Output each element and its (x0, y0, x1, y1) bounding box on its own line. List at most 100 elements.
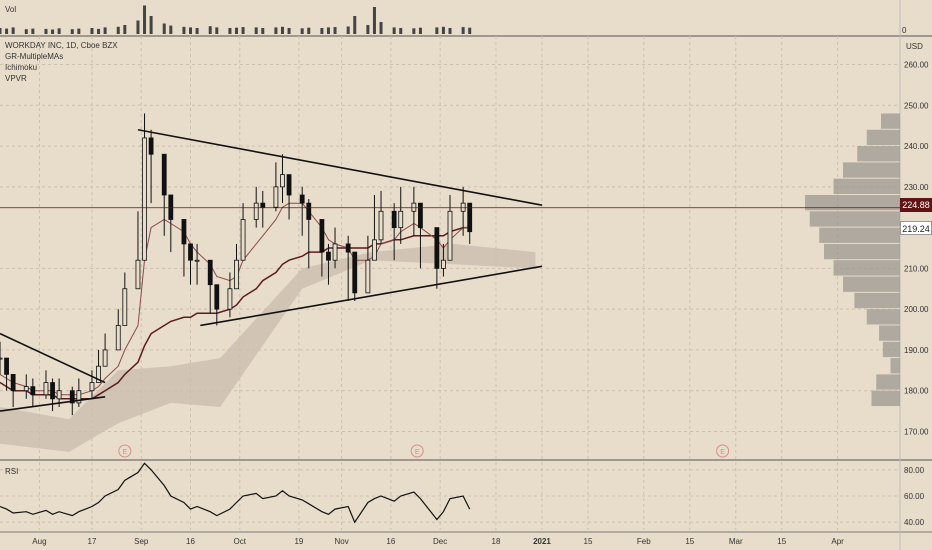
time-tick-label: 15 (584, 537, 593, 546)
volume-bar (90, 28, 94, 34)
candle-body (0, 357, 3, 360)
price-tick-label: 200.00 (904, 305, 929, 314)
candle-body (467, 202, 473, 233)
volume-bar (399, 28, 403, 34)
volume-bar (5, 28, 9, 34)
volume-bar (234, 27, 238, 34)
vpvr-bar (833, 178, 900, 194)
candle-body (194, 259, 200, 262)
time-tick-label: 18 (492, 537, 501, 546)
candle-body (372, 239, 377, 261)
candle-body (214, 284, 220, 310)
volume-bar (0, 28, 2, 34)
vpvr-bar (882, 341, 900, 358)
trendline-upper-left (0, 332, 106, 384)
vpvr-bar (805, 195, 900, 211)
vpvr-bar (866, 129, 900, 146)
ichimoku-cloud (0, 243, 536, 452)
currency-label: USD (906, 42, 923, 51)
earnings-marker: E (716, 444, 730, 458)
candle-body (30, 386, 36, 396)
volume-bar (379, 22, 383, 34)
candle-body (411, 202, 417, 212)
time-tick-label: 17 (88, 537, 97, 546)
candle-body (391, 210, 397, 229)
volume-bar (123, 25, 127, 34)
candle-body (89, 382, 95, 392)
vpvr-bar (879, 325, 900, 341)
volume-bar (280, 26, 284, 34)
volume-bar (215, 27, 219, 34)
time-tick-label: Aug (32, 537, 46, 546)
volume-bar (149, 16, 153, 34)
volume-bar (57, 28, 61, 34)
time-tick-label: Sep (134, 537, 149, 546)
price-tick-label: 250.00 (904, 101, 929, 110)
rsi-tick-label: 40.00 (904, 518, 925, 527)
volume-bar (307, 27, 311, 34)
candle-body (398, 210, 404, 229)
vpvr-bar (833, 260, 900, 276)
price-tick-label: 210.00 (904, 264, 929, 273)
vpvr-bar (890, 358, 900, 374)
volume-pane-label: Vol (5, 5, 17, 14)
volume-bar (287, 28, 291, 34)
volume-bar (24, 29, 28, 34)
candle-body (102, 349, 108, 367)
time-tick-label: Oct (234, 537, 247, 546)
price-tick-label: 260.00 (904, 61, 929, 70)
volume-bar (441, 26, 445, 34)
candle-body (142, 137, 147, 261)
candle-body (115, 325, 121, 351)
indicator-label[interactable]: Ichimoku (5, 63, 38, 72)
volume-bar (346, 26, 350, 34)
candle-body (96, 365, 101, 383)
indicator-label[interactable]: GR-MultipleMAs (5, 52, 64, 61)
time-tick-label: 2021 (533, 537, 551, 546)
price-tick-label: 190.00 (904, 346, 929, 355)
rsi-tick-label: 60.00 (904, 492, 925, 501)
time-tick-label: Dec (433, 537, 447, 546)
volume-bar (31, 28, 35, 34)
volume-bar (261, 28, 265, 34)
trendline-lower-left (0, 396, 106, 412)
time-tick-label: Apr (831, 537, 844, 546)
candle-body (319, 219, 325, 253)
candle-body (286, 174, 292, 196)
volume-bar (228, 28, 232, 34)
vpvr-bar (824, 243, 900, 260)
candle-body (240, 219, 246, 261)
vpvr-bar (854, 292, 900, 309)
volume-bar (241, 27, 245, 34)
indicator-label[interactable]: VPVR (5, 74, 27, 83)
candle-body (148, 137, 154, 155)
trendline-lower (200, 265, 543, 327)
candle-body (332, 243, 338, 261)
candle-body (181, 219, 187, 245)
time-tick-label: Nov (334, 537, 348, 546)
earnings-marker: E (410, 444, 424, 458)
candle-body (207, 259, 213, 286)
price-tick-label: 170.00 (904, 427, 929, 436)
candle-body (434, 227, 440, 269)
candle-body (188, 243, 193, 261)
time-tick-label: Feb (637, 537, 651, 546)
candle-body (306, 202, 312, 220)
candle-body (460, 202, 466, 212)
candle-body (365, 259, 371, 294)
candle-body (273, 186, 279, 208)
volume-bar (320, 28, 324, 34)
volume-bar (468, 27, 472, 34)
candle-body (441, 259, 446, 269)
symbol-legend[interactable]: WORKDAY INC, 1D, Cboe BZX GR-MultipleMAs… (5, 40, 118, 84)
price-tick-label: 180.00 (904, 387, 929, 396)
time-tick-label: Mar (729, 537, 743, 546)
trendline-upper (137, 128, 543, 206)
volume-bar (11, 27, 15, 34)
candle-body (76, 390, 82, 404)
symbol-title[interactable]: WORKDAY INC, 1D, Cboe BZX (5, 41, 118, 50)
volume-bar (169, 25, 173, 34)
time-tick-label: 15 (685, 537, 694, 546)
candle-body (10, 373, 16, 392)
